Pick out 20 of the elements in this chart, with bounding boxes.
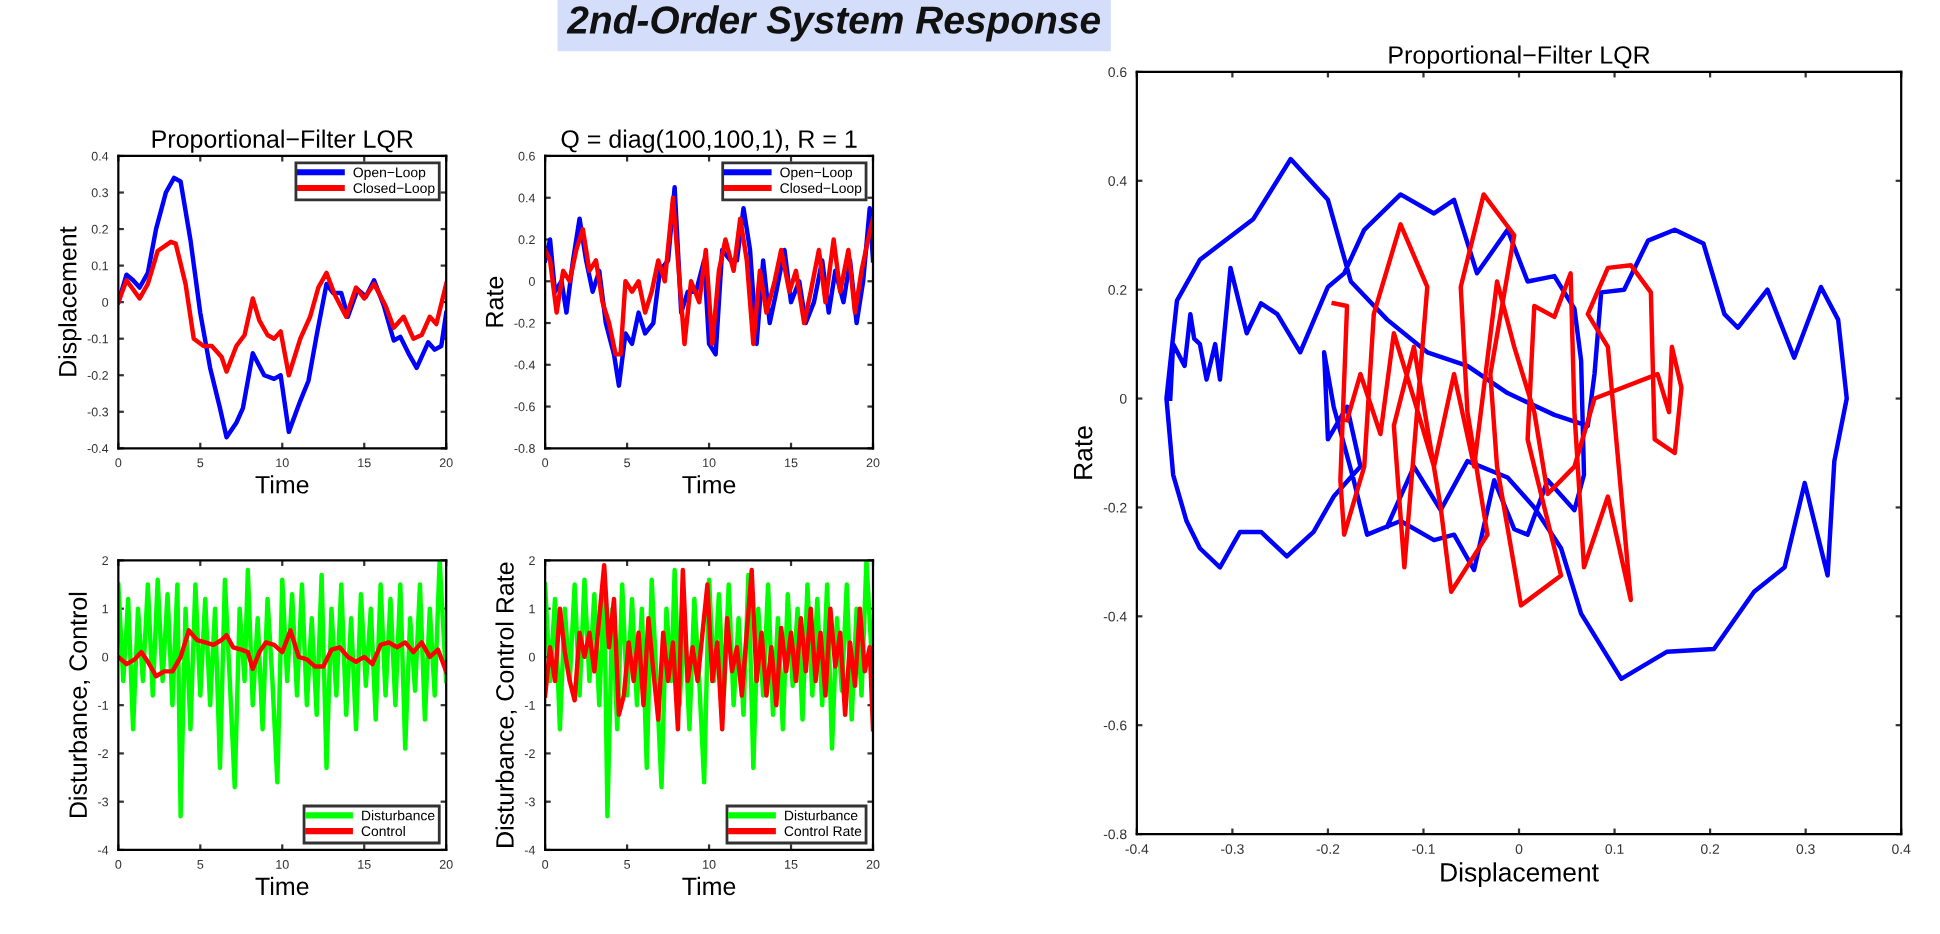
x-axis-title: Displacement bbox=[1441, 862, 1599, 887]
chart-title: Proportional−Filter LQR bbox=[152, 129, 413, 153]
x-axis-title: Time bbox=[255, 876, 309, 896]
x-axis-title: Time bbox=[682, 876, 736, 896]
y-axis-title: Rate bbox=[485, 276, 504, 327]
y-axis-title: Disturbance, Control Rate bbox=[495, 562, 517, 847]
y-axis-title: Disturbance, Control bbox=[68, 592, 90, 818]
line-series bbox=[1331, 192, 1684, 608]
line-series bbox=[545, 185, 873, 388]
x-axis-title: Time bbox=[255, 475, 309, 494]
line-series bbox=[1164, 156, 1849, 682]
y-axis-title: Displacement bbox=[58, 226, 82, 376]
line-series bbox=[118, 628, 447, 679]
y-axis-title: Rate bbox=[1074, 426, 1093, 479]
line-series bbox=[545, 195, 873, 357]
text: 2nd-Order System Response bbox=[566, 5, 1101, 42]
line-series bbox=[118, 239, 447, 378]
chart-title: Q = diag(100,100,1), R = 1 bbox=[561, 129, 857, 153]
x-axis-title: Time bbox=[682, 475, 736, 494]
chart-title: Proportional−Filter LQR bbox=[1389, 45, 1650, 69]
